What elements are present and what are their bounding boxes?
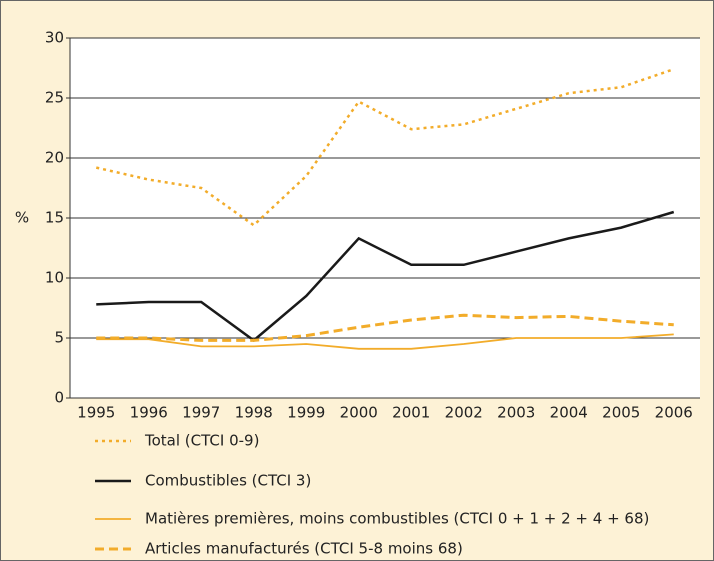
y-tick-label: 10 [45, 269, 64, 287]
y-tick-label: 0 [54, 389, 64, 407]
legend-label: Matières premières, moins combustibles (… [145, 510, 649, 528]
x-tick-label: 2002 [445, 404, 483, 422]
x-tick-label: 1998 [235, 404, 273, 422]
series-line [96, 313, 674, 342]
x-tick-label: 2005 [602, 404, 640, 422]
y-tick-label: 20 [45, 149, 64, 167]
legend-label: Articles manufacturés (CTCI 5-8 moins 68… [145, 540, 463, 558]
series-line [96, 333, 674, 350]
y-tick-label: 30 [45, 29, 64, 47]
x-tick-label: 2001 [392, 404, 430, 422]
x-tick-label: 1995 [77, 404, 115, 422]
x-tick-label: 1999 [287, 404, 325, 422]
series-line [96, 210, 675, 342]
y-tick-label: 5 [54, 329, 64, 347]
x-tick-label: 2006 [655, 404, 693, 422]
y-axis-label: % [15, 209, 29, 227]
legend-label: Combustibles (CTCI 3) [145, 472, 311, 490]
y-tick-label: 25 [45, 89, 64, 107]
x-tick-label: 2003 [497, 404, 535, 422]
y-tick-label: 15 [45, 209, 64, 227]
series-line [95, 68, 675, 227]
legend-label: Total (CTCI 0-9) [144, 432, 259, 450]
x-tick-label: 1996 [130, 404, 168, 422]
x-tick-label: 1997 [182, 404, 220, 422]
x-tick-label: 2004 [550, 404, 588, 422]
x-tick-label: 2000 [340, 404, 378, 422]
